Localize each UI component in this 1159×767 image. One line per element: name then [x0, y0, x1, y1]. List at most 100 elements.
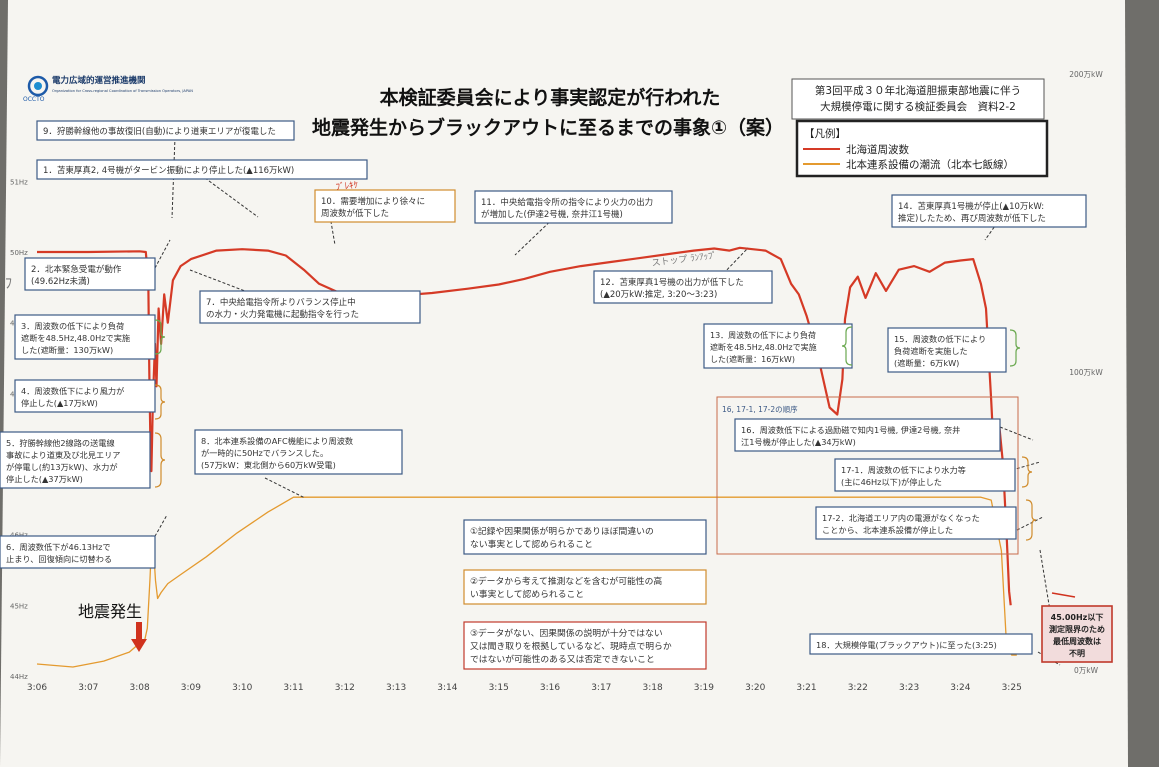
- connector-a16: [999, 426, 1034, 441]
- annotation-box: [891, 194, 1087, 228]
- quake-label: 地震発生: [78, 602, 142, 621]
- annotation-box: [474, 190, 673, 224]
- annotation-a5: 5．狩勝幹線他2線路の送電線事故により道東及び北見エリアが停電し(約13万kW)…: [0, 431, 151, 489]
- x-tick-label: 3:08: [129, 683, 149, 693]
- annotation-text: 1．苫東厚真2, 4号機がタービン振動により停止した(▲116万kW): [43, 165, 294, 176]
- series-line-power-flow: [36, 496, 1017, 668]
- annotation-text: 停止した(▲37万kW): [6, 474, 83, 484]
- annotation-text: (49.62Hz未満): [31, 276, 90, 287]
- x-tick-label: 3:23: [899, 683, 919, 693]
- legend-label-power-flow: 北本連系設備の潮流（北本七飯線）: [846, 158, 1014, 171]
- y-right-tick-label: 200万kW: [1069, 70, 1103, 79]
- y-left-tick-label: 51Hz: [10, 178, 28, 186]
- annotation-text: した(遮断量：16万kW): [710, 354, 795, 364]
- annotations: 9．狩勝幹線他の事故復旧(自動)により道東エリアが復電した 1．苫東厚真2, 4号…: [0, 120, 1113, 670]
- arrow-45hz: [1051, 592, 1076, 598]
- annotation-text: 13．周波数の低下により負荷: [710, 330, 816, 340]
- annotation-box: [593, 270, 773, 304]
- annotation-text: (▲20万kW:推定, 3:20～3:23): [600, 289, 717, 300]
- certainty-text: ない事実として認められること: [470, 538, 593, 550]
- annotation-text: 周波数が低下した: [321, 208, 389, 219]
- title-line-1: 本検証委員会により事実認定が行われた: [380, 86, 721, 109]
- committee-line-2: 大規模停電に関する検証委員会 資料2-2: [820, 100, 1016, 113]
- annotation-text: 45.00Hz以下: [1051, 613, 1104, 622]
- annotation-text: (遮断量：6万kW): [894, 358, 959, 368]
- group-16-17-frame: [716, 396, 1019, 555]
- x-tick-label: 3:19: [694, 683, 714, 693]
- org-name: 電力広域的運営推進機関: [52, 75, 146, 86]
- annotation-text: 12．苫東厚真1号機の出力が低下した: [600, 277, 744, 288]
- annotation-text: が停電し(約13万kW)、水力が: [6, 462, 118, 472]
- annotation-text: 江1号機が停止した(▲34万kW): [741, 437, 856, 447]
- annotation-a3: 3．周波数の低下により負荷遮断を48.5Hz,48.0Hzで実施した(遮断量：1…: [14, 314, 156, 360]
- annotation-a9: 9．狩勝幹線他の事故復旧(自動)により道東エリアが復電した: [36, 120, 295, 141]
- x-tick-label: 3:11: [283, 683, 303, 693]
- annotation-box: [194, 429, 403, 475]
- annotation-text: 10．需要増加により徐々に: [321, 196, 425, 207]
- annotation-a12: 12．苫東厚真1号機の出力が低下した(▲20万kW:推定, 3:20～3:23): [593, 270, 773, 304]
- annotation-box: [887, 327, 1007, 373]
- annotation-a2: 2．北本緊急受電が動作(49.62Hz未満): [24, 257, 156, 291]
- certainty-text: ①記録や因果関係が明らかでありほぼ間違いの: [470, 525, 654, 537]
- x-tick-label: 3:22: [848, 683, 868, 693]
- annotation-text: した(遮断量：130万kW): [21, 345, 113, 355]
- connector-a8: [264, 477, 306, 499]
- certainty-text: ③データがない、因果関係の説明が十分ではない: [470, 627, 663, 639]
- annotation-box: [703, 323, 853, 369]
- series: [36, 246, 1017, 668]
- annotation-text: 7．中央給電指令所よりバランス停止中: [206, 297, 356, 308]
- annotation-text: 測定限界のため: [1049, 624, 1105, 634]
- annotation-text: の水力・火力発電機に起動指令を行った: [206, 309, 359, 320]
- annotation-text: 2．北本緊急受電が動作: [31, 264, 122, 275]
- annotation-box: [199, 290, 421, 324]
- legend-label-frequency: 北海道周波数: [846, 143, 909, 156]
- annotation-text: が増加した(伊達2号機, 奈井江1号機): [481, 209, 623, 220]
- x-tick-label: 3:06: [27, 683, 47, 693]
- annotation-text: (57万kW：東北側から60万kW受電): [201, 460, 336, 470]
- legend-title: 【凡例】: [804, 127, 846, 140]
- brace-a13: [841, 326, 853, 366]
- committee-line-1: 第3回平成３０年北海道胆振東部地震に伴う: [815, 84, 1021, 97]
- certainty-legend-3: ③データがない、因果関係の説明が十分ではない又は聞き取りを根拠しているなど、現時…: [463, 621, 707, 670]
- annotation-box: [14, 314, 156, 360]
- annotation-text: (主に46Hz以下)が停止した: [841, 477, 942, 487]
- x-tick-label: 3:25: [1002, 683, 1022, 693]
- occto-logo: OCCTO: [23, 75, 49, 103]
- y-left-tick-label: 44Hz: [10, 673, 28, 681]
- group-16-17-title: 16, 17-1, 17-2の順序: [722, 404, 798, 414]
- annotation-box: [734, 418, 1001, 452]
- annotation-text: 最低周波数は: [1053, 636, 1101, 646]
- certainty-text: ではないが可能性のある又は否定できないこと: [470, 653, 655, 665]
- committee-box: [791, 78, 1045, 120]
- x-tick-label: 3:12: [335, 683, 355, 693]
- annotation-text: 遮断を48.5Hz,48.0Hzで実施: [21, 333, 130, 343]
- annotation-box: [0, 431, 151, 489]
- certainty-text: 又は聞き取りを根拠しているなど、現時点で明らか: [470, 640, 672, 652]
- annotation-a171: 17-1．周波数の低下により水力等 (主に46Hz以下)が停止した: [834, 458, 1016, 492]
- connector-a14: [984, 218, 1001, 241]
- annotation-box: [36, 120, 295, 141]
- annotation-text: 負荷遮断を実施した: [894, 346, 968, 356]
- y-right-tick-label: 100万kW: [1069, 368, 1103, 377]
- braces: [154, 319, 1037, 541]
- annotation-text: 停止した(▲17万kW): [21, 398, 98, 408]
- annotation-box: [314, 189, 456, 223]
- brace-a172: [1025, 499, 1037, 541]
- certainty-text: ②データから考えて推測などを含むが可能性の高: [470, 575, 662, 587]
- certainty-box: [463, 621, 707, 670]
- connector-a2: [154, 239, 171, 269]
- y-left-tick-label: 50Hz: [10, 249, 28, 257]
- annotation-box: [1041, 605, 1113, 663]
- annotation-box: [809, 633, 1033, 655]
- legend: 【凡例】 北海道周波数 北本連系設備の潮流（北本七飯線）: [795, 119, 1049, 178]
- x-tick-label: 3:24: [950, 683, 970, 693]
- annotation-text: 14．苫東厚真1号機が停止(▲10万kW:: [898, 201, 1044, 212]
- series-line-frequency: [37, 246, 1012, 606]
- annotation-text: が一時的に50Hzでバランスした。: [201, 448, 328, 458]
